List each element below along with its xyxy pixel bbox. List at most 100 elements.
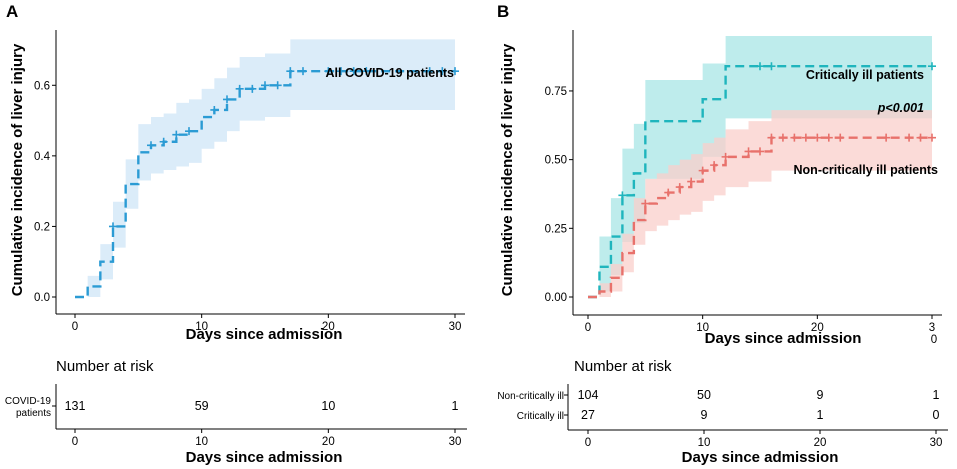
censor-mark-1-1-12 bbox=[801, 133, 810, 142]
censor-mark-1-1-4 bbox=[698, 166, 707, 175]
y-tick-label-1-0: 0.00 bbox=[545, 292, 567, 304]
censor-mark-0-0-14 bbox=[337, 67, 345, 76]
x-tick-label-0-1: 10 bbox=[195, 321, 208, 333]
censor-mark-1-1-11 bbox=[790, 133, 799, 142]
panel-a-risk-table-title: Number at risk bbox=[56, 358, 154, 375]
confidence-band-0-0 bbox=[75, 39, 455, 298]
censor-mark-1-1-10 bbox=[778, 133, 787, 142]
censor-mark-1-1-2 bbox=[675, 183, 684, 192]
panel-b-annotation-non-critically-ill: Non-critically ill patients bbox=[794, 163, 939, 177]
censor-mark-0-0-12 bbox=[299, 67, 307, 76]
censor-mark-1-1-0 bbox=[641, 199, 650, 208]
x-tick-label-0-0: 0 bbox=[72, 321, 78, 333]
risk-value-1-1-1: 9 bbox=[701, 408, 708, 422]
survival-curve-1-0 bbox=[588, 65, 932, 299]
censor-mark-0-0-13 bbox=[324, 67, 333, 76]
y-tick-label-1-2: 0.50 bbox=[545, 155, 567, 167]
risk-group-label-1-1-0: Critically ill bbox=[517, 411, 564, 422]
censor-mark-1-1-15 bbox=[836, 133, 845, 142]
panel-b-plot: 0.00 0.25 0.50 0.75 0 10 20 3 bbox=[545, 30, 942, 334]
risk-x-tick-label-1-1: 10 bbox=[698, 437, 711, 449]
panel-b-annotation-p-value: p<0.001 bbox=[877, 101, 924, 115]
risk-x-tick-label-0-0: 0 bbox=[72, 436, 78, 448]
censor-mark-1-1-18 bbox=[916, 133, 925, 142]
risk-group-label-1-0-0: Non-critically ill bbox=[497, 391, 564, 402]
risk-value-1-0-3: 1 bbox=[933, 388, 940, 402]
censor-mark-1-1-1 bbox=[664, 188, 673, 197]
confidence-band-1-0 bbox=[588, 36, 932, 297]
censor-mark-1-0-3 bbox=[928, 62, 936, 71]
risk-x-tick-label-0-3: 30 bbox=[449, 436, 462, 448]
x-tick-label-0-3: 30 bbox=[449, 321, 462, 333]
censor-mark-1-1-5 bbox=[710, 161, 719, 170]
risk-group-label-0-0-0: COVID-19 bbox=[5, 396, 52, 407]
censor-mark-1-1-8 bbox=[756, 147, 764, 156]
panel-b-x-axis-extra-digit: 0 bbox=[931, 334, 937, 346]
x-tick-label-1-0: 0 bbox=[585, 322, 591, 334]
panel-a: A 0.00.20.40.60 10 20 30 Cumulative inciden… bbox=[5, 2, 467, 466]
censor-mark-0-0-16 bbox=[362, 67, 371, 76]
censor-mark-0-0-6 bbox=[223, 95, 231, 104]
censor-mark-1-0-2 bbox=[767, 62, 776, 71]
censor-mark-1-1-19 bbox=[928, 133, 936, 142]
panel-a-risk-x-axis-title: Days since admission bbox=[186, 449, 343, 466]
censor-mark-0-0-17 bbox=[425, 67, 434, 76]
censor-mark-1-1-14 bbox=[824, 133, 833, 142]
x-tick-label-1-3: 3 bbox=[929, 322, 935, 334]
censor-mark-0-0-19 bbox=[451, 67, 459, 76]
censor-mark-0-0-15 bbox=[349, 67, 358, 76]
risk-x-tick-label-1-0: 0 bbox=[585, 437, 591, 449]
censor-mark-0-0-18 bbox=[438, 67, 447, 76]
censor-mark-0-0-11 bbox=[286, 67, 295, 76]
risk-x-tick-label-0-2: 20 bbox=[322, 436, 335, 448]
panel-b-risk-table-title: Number at risk bbox=[574, 358, 672, 375]
x-tick-label-1-2: 20 bbox=[811, 322, 824, 334]
censor-mark-0-0-1 bbox=[147, 141, 155, 150]
panel-b-letter: B bbox=[497, 2, 509, 21]
risk-x-tick-label-1-3: 30 bbox=[930, 437, 943, 449]
censor-mark-1-1-17 bbox=[905, 133, 914, 142]
risk-group-label-0-0-1: patients bbox=[16, 408, 51, 419]
risk-value-0-0-2: 10 bbox=[321, 399, 335, 413]
risk-value-1-0-0: 104 bbox=[578, 388, 599, 402]
censor-mark-0-0-2 bbox=[159, 137, 168, 146]
risk-x-tick-label-1-2: 20 bbox=[814, 437, 827, 449]
x-tick-label-1-1: 10 bbox=[696, 322, 709, 334]
y-tick-label-0-3: 0.6 bbox=[34, 80, 50, 92]
y-tick-label-0-2: 0.4 bbox=[34, 151, 51, 163]
censor-mark-1-1-7 bbox=[744, 147, 753, 156]
panel-b-x-axis-title: Days since admission bbox=[705, 330, 862, 347]
panel-a-y-axis-title: Cumulative incidence of liver injury bbox=[9, 43, 26, 296]
censor-mark-0-0-7 bbox=[235, 84, 244, 93]
censor-mark-0-0-9 bbox=[261, 81, 269, 90]
risk-value-0-0-1: 59 bbox=[195, 399, 209, 413]
panel-b-y-axis-title: Cumulative incidence of liver injury bbox=[499, 43, 516, 296]
censor-mark-0-0-10 bbox=[273, 81, 282, 90]
censor-mark-1-1-13 bbox=[813, 133, 822, 142]
x-tick-label-0-2: 20 bbox=[322, 321, 335, 333]
panel-a-x-axis-title: Days since admission bbox=[186, 326, 343, 343]
risk-x-tick-label-0-1: 10 bbox=[195, 436, 208, 448]
panel-b-annotation-critically-ill: Critically ill patients bbox=[806, 68, 924, 82]
risk-value-1-1-2: 1 bbox=[817, 408, 824, 422]
risk-value-0-0-0: 131 bbox=[65, 399, 86, 413]
censor-mark-0-0-4 bbox=[185, 127, 193, 136]
censor-mark-1-0-1 bbox=[756, 62, 764, 71]
censor-mark-0-0-8 bbox=[248, 84, 257, 93]
panel-b: B 0.000.250.500.750 10 20 3 Cumulative inci… bbox=[497, 2, 948, 466]
censor-mark-1-1-16 bbox=[882, 133, 891, 142]
risk-value-1-0-2: 9 bbox=[817, 388, 824, 402]
censor-mark-1-1-9 bbox=[767, 133, 776, 142]
panel-a-plot: 0.0 0.2 0.4 0.6 0 10 20 30 bbox=[34, 30, 465, 333]
panel-b-risk-x-axis-title: Days since admission bbox=[682, 449, 839, 466]
censor-mark-0-0-5 bbox=[210, 105, 219, 114]
censor-mark-0-0-0 bbox=[109, 222, 117, 231]
panel-a-annotation: All COVID-19 patients bbox=[326, 66, 455, 80]
censor-mark-0-0-3 bbox=[172, 130, 181, 139]
y-tick-label-1-3: 0.75 bbox=[545, 86, 567, 98]
risk-value-0-0-3: 1 bbox=[452, 399, 459, 413]
risk-value-1-1-0: 27 bbox=[581, 408, 595, 422]
